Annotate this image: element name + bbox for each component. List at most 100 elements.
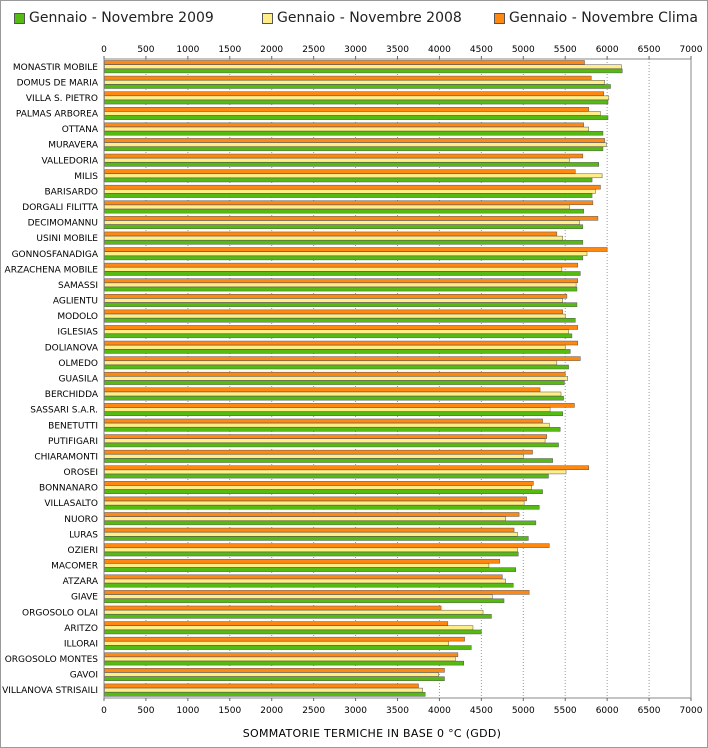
bar [104, 349, 571, 354]
legend-label-2008: Gennaio - Novembre 2008 [277, 10, 462, 26]
x-tick-label-top: 0 [101, 45, 107, 55]
bar [104, 449, 533, 455]
bar [104, 543, 550, 548]
x-tick-label-bottom: 1000 [176, 706, 199, 716]
bar [104, 162, 600, 167]
bar [104, 235, 563, 241]
bar [104, 146, 604, 152]
legend-swatch-2008 [262, 12, 273, 24]
bar [104, 240, 584, 245]
bar [104, 427, 561, 432]
bar [104, 95, 610, 101]
bar [104, 411, 563, 417]
bars [104, 60, 623, 697]
bar [104, 558, 501, 564]
bar [104, 636, 465, 642]
bar [104, 153, 584, 159]
x-tick-label-bottom: 0 [101, 706, 107, 716]
bar [104, 629, 482, 635]
category-label: OROSEI [64, 468, 98, 478]
bar [104, 434, 548, 439]
x-tick-label-top: 4500 [470, 45, 493, 55]
category-label: MURAVERA [48, 141, 99, 151]
bar [104, 380, 565, 385]
category-label: DOMUS DE MARIA [17, 78, 99, 88]
x-tick-label-bottom: 5500 [554, 706, 577, 716]
category-label: PUTIFIGARI [48, 437, 98, 447]
bar [104, 672, 439, 677]
x-tick-label-top: 3000 [344, 45, 367, 55]
bar [104, 224, 584, 229]
bar [104, 80, 605, 85]
bar [104, 255, 584, 261]
bar [104, 676, 445, 681]
category-label: MONASTIR MOBILE [13, 63, 98, 73]
x-tick-label-top: 5500 [554, 45, 577, 55]
bar [104, 84, 611, 89]
bar [104, 169, 576, 174]
bar [104, 216, 599, 221]
category-label: OZIERI [68, 546, 99, 556]
bar [104, 438, 546, 443]
bar [104, 75, 592, 81]
bar [104, 500, 525, 506]
bar [104, 247, 608, 252]
category-label: GONNOSFANADIGA [12, 250, 99, 260]
legend-label-clima: Gennaio - Novembre Clima [509, 10, 698, 26]
bar [104, 536, 529, 541]
bar [104, 177, 593, 183]
category-label: IGLESIAS [57, 328, 98, 338]
x-tick-label-bottom: 4000 [428, 706, 451, 716]
bar [104, 641, 449, 646]
bar [104, 364, 569, 370]
bar [104, 200, 594, 206]
bar [104, 126, 589, 132]
bar [104, 652, 459, 657]
bar [104, 547, 518, 553]
bar [104, 64, 622, 69]
legend-label-2009: Gennaio - Novembre 2009 [29, 10, 214, 26]
category-label: VILLANOVA STRISAILI [2, 686, 98, 696]
bar [104, 594, 493, 599]
bar [104, 454, 524, 459]
bar [104, 106, 589, 112]
bar [104, 496, 527, 502]
category-label: BENETUTTI [48, 421, 98, 431]
bar [104, 387, 541, 393]
category-label: OLMEDO [58, 359, 98, 369]
bar [104, 578, 506, 584]
bar [104, 574, 503, 580]
bar [104, 645, 472, 650]
legend: Gennaio - Novembre 2009 Gennaio - Novemb… [0, 8, 706, 28]
bar [104, 130, 604, 136]
legend-item-clima: Gennaio - Novembre Clima [494, 8, 698, 28]
category-label: LURAS [69, 530, 98, 540]
bar [104, 473, 549, 479]
bar [104, 111, 601, 116]
category-label: MACOMER [51, 562, 98, 572]
bar [104, 356, 581, 361]
bar [104, 271, 581, 276]
bar [104, 138, 605, 143]
legend-swatch-clima [494, 12, 505, 24]
bar [104, 614, 492, 619]
x-tick-label-bottom: 3000 [344, 706, 367, 716]
bar [104, 189, 596, 194]
bar [104, 333, 573, 339]
axes [103, 56, 692, 701]
bar [104, 318, 576, 323]
bar [104, 231, 558, 237]
bar [104, 458, 553, 463]
bar [104, 360, 558, 366]
bar [104, 551, 519, 557]
bar [104, 656, 456, 662]
bar [104, 302, 578, 307]
bar [104, 403, 575, 408]
bar [104, 418, 543, 424]
legend-item-2009: Gennaio - Novembre 2009 [14, 8, 214, 28]
bar [104, 391, 562, 397]
category-label: BARISARDO [44, 187, 98, 197]
category-label: CHIARAMONTI [34, 452, 98, 462]
x-tick-label-bottom: 3500 [386, 706, 409, 716]
